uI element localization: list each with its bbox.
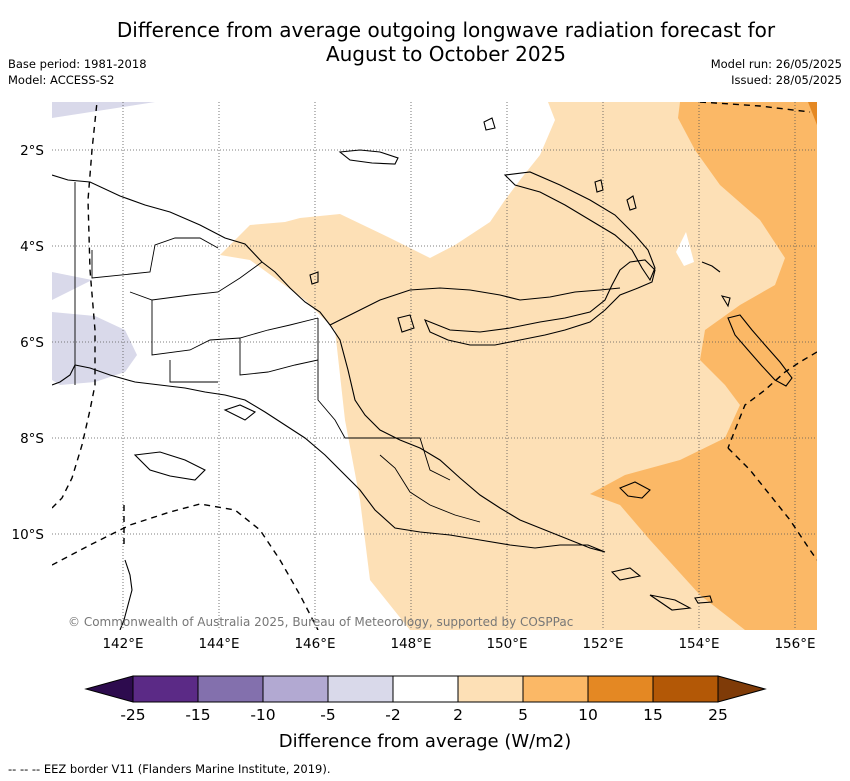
title-line-2: August to October 2025 xyxy=(325,42,567,66)
chart-title: Difference from average outgoing longwav… xyxy=(40,18,850,66)
provincial-boundaries xyxy=(74,182,481,523)
neutral-pocket xyxy=(676,232,694,266)
colorbar-tick-minus15: -15 xyxy=(185,706,210,724)
eez-legend-note: -- -- -- EEZ border V11 (Flanders Marine… xyxy=(8,762,331,776)
model-name: Model: ACCESS-S2 xyxy=(8,73,115,87)
lon-label-150e: 150°E xyxy=(486,636,527,652)
lon-label-154e: 154°E xyxy=(678,636,719,652)
colorbar-bin-5-to-10 xyxy=(522,675,589,703)
colorbar-bin-minus2-to-2 xyxy=(392,675,459,703)
fly-river-delta xyxy=(133,404,257,481)
colorbar-tick-10: 10 xyxy=(578,706,598,724)
anomaly-minus2-to-minus5-region-1 xyxy=(52,102,155,118)
colorbar-tick-minus25: -25 xyxy=(120,706,145,724)
colorbar-bin-minus25-to-minus15 xyxy=(132,675,199,703)
map-area xyxy=(52,102,817,630)
northern-islands xyxy=(309,117,731,333)
manus-outline xyxy=(338,149,399,165)
lon-label-142e: 142°E xyxy=(102,636,143,652)
colorbar-bin-2-to-5 xyxy=(457,675,524,703)
colorbar-low-extension xyxy=(84,675,134,703)
colorbar-bin-10-to-15 xyxy=(587,675,654,703)
anomaly-minus2-to-minus5-region-2 xyxy=(52,272,92,300)
gridlines xyxy=(52,102,817,630)
new-guinea-coastline xyxy=(52,174,606,553)
colorbar-tick-25: 25 xyxy=(708,706,728,724)
colorbar-tick-5: 5 xyxy=(518,706,528,724)
colorbar-bin-minus5-to-minus2 xyxy=(327,675,394,703)
lat-label-4s: 4°S xyxy=(20,239,44,255)
cape-york-coastline xyxy=(119,559,133,630)
milne-bay-islands xyxy=(610,481,713,611)
lat-label-2s: 2°S xyxy=(20,143,44,159)
colorbar-title: Difference from average (W/m2) xyxy=(279,731,571,752)
anomaly-10-to-15-region xyxy=(808,102,817,125)
new-ireland-outline xyxy=(503,171,656,282)
longitude-labels: 142°E 144°E 146°E 148°E 150°E 152°E 154°… xyxy=(102,636,815,652)
copyright-notice: © Commonwealth of Australia 2025, Bureau… xyxy=(68,615,573,629)
lat-label-8s: 8°S xyxy=(20,431,44,447)
colorbar-high-extension xyxy=(717,675,767,703)
colorbar-tick-minus2: -2 xyxy=(385,706,400,724)
colorbar-bin-15-to-25 xyxy=(652,675,719,703)
lon-label-146e: 146°E xyxy=(294,636,335,652)
eez-borders xyxy=(52,102,817,630)
coastlines xyxy=(52,117,793,630)
lat-label-10s: 10°S xyxy=(12,527,45,543)
png-north-coast xyxy=(329,287,621,326)
base-period: Base period: 1981-2018 xyxy=(8,57,147,71)
lon-label-156e: 156°E xyxy=(774,636,815,652)
title-line-1: Difference from average outgoing longwav… xyxy=(116,18,776,42)
model-run: Model run: 26/05/2025 xyxy=(710,57,842,71)
issued-date: Issued: 28/05/2025 xyxy=(731,73,842,87)
meta-left: Base period: 1981-2018 Model: ACCESS-S2 xyxy=(8,56,147,88)
colorbar-bin-minus15-to-minus10 xyxy=(197,675,264,703)
lat-label-6s: 6°S xyxy=(20,335,44,351)
colorbar-tick-minus10: -10 xyxy=(250,706,275,724)
colorbar-tick-2: 2 xyxy=(453,706,463,724)
lon-label-148e: 148°E xyxy=(390,636,431,652)
colorbar-tick-minus5: -5 xyxy=(320,706,335,724)
lon-label-152e: 152°E xyxy=(582,636,623,652)
latitude-labels: 2°S 4°S 6°S 8°S 10°S xyxy=(12,143,45,543)
colorbar: -25 -15 -10 -5 -2 2 5 10 15 25 Differenc… xyxy=(84,675,767,752)
colorbar-tick-15: 15 xyxy=(643,706,663,724)
meta-right: Model run: 26/05/2025 Issued: 28/05/2025 xyxy=(711,56,842,88)
lon-label-144e: 144°E xyxy=(198,636,239,652)
bougainville-outline xyxy=(727,314,793,387)
colorbar-bin-minus10-to-minus5 xyxy=(262,675,329,703)
new-britain-outline xyxy=(423,259,656,346)
anomaly-5-to-10-region xyxy=(590,102,817,630)
